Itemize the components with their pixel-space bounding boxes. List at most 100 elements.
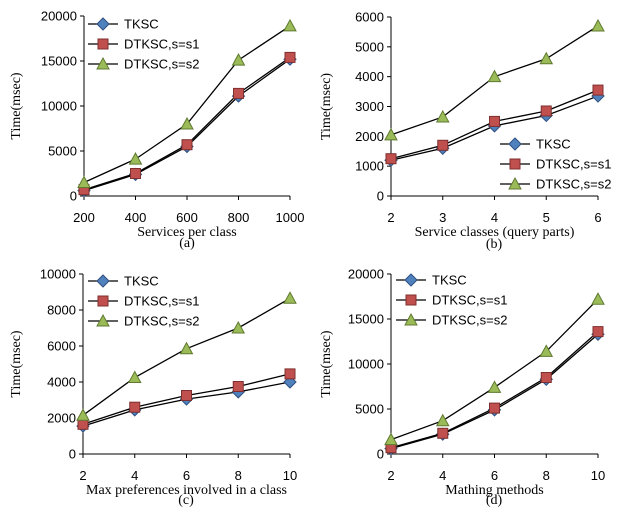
legend-label: DTKSC,s=s2 — [432, 313, 508, 328]
chart-panel-a: 0 5000 10000 15000 20000 200 400 600 800 1000 Serv… — [9, 9, 304, 252]
y-axis-label: Time(msec) — [9, 72, 24, 139]
x-tick-label: 600 — [176, 210, 198, 225]
data-point — [128, 152, 143, 165]
data-point — [180, 116, 194, 130]
data-point — [284, 368, 296, 380]
data-point — [487, 380, 502, 393]
x-tick-label: 6 — [594, 210, 601, 225]
legend-label: TKSC — [124, 274, 159, 289]
legend-marker — [404, 273, 418, 287]
y-tick-label: 4000 — [47, 375, 76, 390]
data-point — [127, 370, 142, 383]
x-tick-label: 8 — [543, 468, 550, 483]
data-point — [539, 51, 554, 65]
data-point — [181, 139, 193, 151]
data-point — [129, 401, 141, 413]
x-tick-label: 6 — [183, 468, 190, 483]
y-tick-label: 8000 — [47, 303, 76, 318]
x-tick-label: 4 — [491, 210, 498, 225]
y-axis-label: Time(msec) — [319, 73, 334, 140]
legend-marker — [97, 38, 109, 50]
data-point — [284, 51, 296, 63]
x-tick-label: 4 — [439, 468, 446, 483]
x-tick-label: 10 — [591, 468, 605, 483]
x-tick-label: 800 — [228, 210, 250, 225]
legend-marker — [508, 176, 522, 190]
data-point — [283, 18, 297, 32]
data-point — [489, 115, 500, 127]
legend-marker — [96, 17, 110, 31]
y-tick-label: 1000 — [355, 159, 384, 174]
data-point — [385, 153, 397, 165]
y-tick-label: 5000 — [355, 402, 384, 417]
data-point — [592, 326, 604, 338]
x-axis-label: Services per class — [137, 225, 237, 240]
y-tick-label: 10000 — [41, 99, 77, 114]
data-point — [540, 105, 552, 117]
y-axis-label: Time(msec) — [9, 330, 24, 397]
y-tick-label: 0 — [377, 447, 384, 462]
legend-label: DTKSC,s=s1 — [432, 293, 508, 308]
x-tick-label: 400 — [125, 210, 147, 225]
legend-marker — [96, 313, 110, 327]
y-tick-label: 6000 — [47, 339, 76, 354]
x-axis-label: Max preferences involved in a class — [86, 483, 287, 498]
data-point — [539, 344, 554, 357]
y-tick-label: 0 — [377, 189, 384, 204]
panel-label: (c) — [178, 493, 194, 508]
panel-label: (a) — [179, 236, 195, 251]
x-tick-label: 5 — [543, 210, 550, 225]
x-tick-label: 4 — [131, 468, 138, 483]
legend-label: TKSC — [124, 17, 159, 32]
data-point — [231, 320, 246, 334]
data-point — [489, 402, 500, 414]
data-point — [487, 69, 502, 83]
legend-label: DTKSC,s=s1 — [124, 37, 200, 52]
y-tick-label: 4000 — [355, 69, 384, 84]
legend-marker — [405, 294, 417, 306]
legend-label: DTKSC,s=s2 — [124, 314, 200, 329]
y-axis-label: Time(msec) — [319, 330, 334, 397]
y-tick-label: 20000 — [348, 267, 384, 282]
data-point — [76, 408, 90, 421]
y-tick-label: 5000 — [48, 144, 77, 159]
legend-marker — [96, 274, 110, 288]
legend-marker — [404, 312, 418, 326]
x-tick-label: 2 — [79, 468, 86, 483]
y-tick-label: 15000 — [348, 312, 384, 327]
panel-label: (b) — [486, 237, 503, 252]
data-point — [179, 341, 194, 355]
legend-marker — [96, 56, 110, 70]
y-tick-label: 10000 — [348, 357, 384, 372]
panel-label: (d) — [486, 493, 503, 508]
legend-label: DTKSC,s=s2 — [124, 57, 200, 72]
y-tick-label: 2000 — [355, 129, 384, 144]
y-tick-label: 10000 — [40, 267, 76, 282]
legend-label: TKSC — [432, 273, 467, 288]
y-tick-label: 0 — [70, 189, 77, 204]
y-tick-label: 15000 — [41, 54, 77, 69]
data-point — [77, 175, 91, 188]
legend-label: TKSC — [536, 137, 571, 152]
data-point — [384, 432, 398, 446]
y-tick-label: 6000 — [355, 10, 384, 25]
data-point — [283, 291, 297, 304]
data-point — [437, 139, 449, 151]
chart-panel-b: 0 1000 2000 3000 4000 5000 6000 2 3 4 5 6 Service cl… — [319, 10, 612, 253]
data-point — [384, 127, 398, 141]
data-point — [592, 84, 604, 96]
legend-marker — [509, 158, 521, 170]
x-axis-label: Service classes (query parts) — [415, 225, 575, 240]
data-point — [130, 168, 141, 179]
legend-label: DTKSC,s=s2 — [536, 177, 612, 192]
y-tick-label: 3000 — [355, 99, 384, 114]
y-tick-label: 2000 — [47, 411, 76, 426]
x-tick-label: 8 — [235, 468, 242, 483]
x-tick-label: 10 — [283, 468, 297, 483]
y-tick-label: 0 — [69, 447, 76, 462]
y-tick-label: 20000 — [41, 9, 77, 24]
legend-label: DTKSC,s=s1 — [124, 294, 200, 309]
x-axis-label: Mathing methods — [445, 483, 543, 498]
